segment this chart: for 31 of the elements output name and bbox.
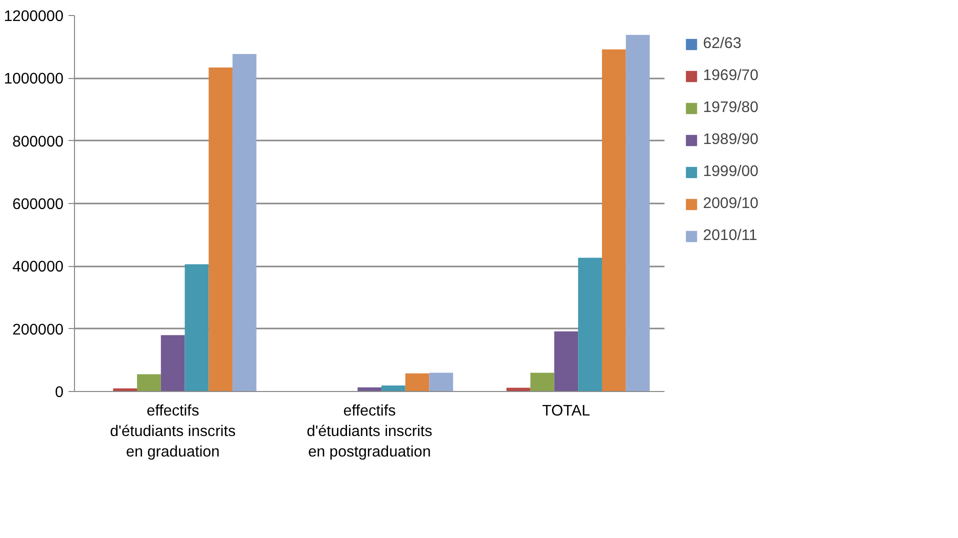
- y-tick-label: 1000000: [4, 70, 64, 88]
- y-tick-label: 200000: [12, 321, 64, 338]
- bar: [554, 331, 578, 392]
- bar: [160, 335, 185, 392]
- bar: [626, 34, 650, 392]
- bar: [137, 374, 161, 392]
- bar: [602, 49, 626, 392]
- legend-label: 2009/10: [703, 195, 758, 213]
- legend-label: 2010/11: [703, 227, 758, 245]
- bar: [405, 373, 430, 392]
- y-tick-label: 400000: [12, 258, 64, 276]
- y-tick-label: 1200000: [4, 8, 64, 25]
- legend-label: 1989/90: [703, 131, 758, 149]
- x-tick-label: TOTAL: [542, 402, 591, 420]
- bar: [232, 54, 256, 392]
- legend-label: 62/63: [703, 35, 742, 53]
- legend-label: 1999/00: [703, 163, 758, 181]
- bar: [208, 68, 233, 392]
- legend-label: 1969/70: [703, 67, 758, 85]
- bar: [429, 372, 454, 392]
- bar: [184, 264, 209, 392]
- bar: [530, 372, 554, 392]
- legend-label: 1979/80: [703, 99, 758, 117]
- bar: [381, 386, 406, 392]
- y-tick-label: 800000: [12, 133, 64, 150]
- x-tick-label: effectifs d'étudiants inscrits en graduation: [110, 402, 236, 460]
- y-tick-label: 0: [54, 384, 64, 401]
- y-tick-label: 600000: [12, 196, 64, 213]
- bar: [578, 258, 602, 392]
- bar: [506, 388, 530, 392]
- x-tick-label: effectifs d'étudiants inscrits en postgraduation: [306, 402, 433, 460]
